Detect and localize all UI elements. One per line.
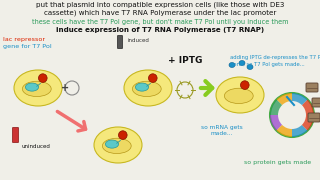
Ellipse shape [124,70,172,106]
Ellipse shape [14,70,62,106]
Circle shape [148,74,157,82]
FancyBboxPatch shape [12,127,19,143]
Wedge shape [292,125,308,137]
Text: these cells have the T7 Pol gene, but don't make T7 Pol until you induce them: these cells have the T7 Pol gene, but do… [32,19,288,25]
Text: so mRNA gets
made...: so mRNA gets made... [201,125,243,136]
Ellipse shape [22,81,51,96]
Ellipse shape [25,83,39,91]
Ellipse shape [229,62,235,68]
Ellipse shape [105,140,119,148]
Text: +: + [61,83,69,93]
Circle shape [38,74,47,82]
Wedge shape [276,125,292,137]
Ellipse shape [102,138,131,154]
Text: uninduced: uninduced [22,144,51,149]
Text: gene, so T7 Pol gets made...: gene, so T7 Pol gets made... [230,62,305,67]
Text: + IPTG: + IPTG [168,56,202,65]
Ellipse shape [247,64,253,69]
Ellipse shape [135,83,148,91]
Wedge shape [270,99,282,115]
Text: adding IPTG de-represses the T7 Pol: adding IPTG de-represses the T7 Pol [230,55,320,60]
Wedge shape [276,93,292,105]
Ellipse shape [239,60,245,66]
FancyArrowPatch shape [201,81,212,95]
FancyBboxPatch shape [312,98,320,107]
Text: put that plasmid into compatible expression cells (like those with DE3: put that plasmid into compatible express… [36,2,284,8]
Text: gene for T7 Pol: gene for T7 Pol [3,44,52,49]
FancyBboxPatch shape [308,113,320,122]
Ellipse shape [132,81,161,96]
Text: cassette) which have T7 RNA Polymerase under the lac promoter: cassette) which have T7 RNA Polymerase u… [44,10,276,17]
FancyBboxPatch shape [306,83,318,92]
Ellipse shape [94,127,142,163]
Wedge shape [292,93,308,105]
Wedge shape [270,115,282,130]
Circle shape [118,131,127,140]
Text: induce expression of T7 RNA Polymerase (T7 RNAP): induce expression of T7 RNA Polymerase (… [56,27,264,33]
Circle shape [241,81,249,89]
FancyArrowPatch shape [57,111,85,131]
Ellipse shape [216,77,264,113]
Text: so protein gets made: so protein gets made [244,160,312,165]
Wedge shape [302,115,314,130]
FancyBboxPatch shape [117,35,123,48]
Text: induced: induced [128,38,150,43]
Text: lac repressor: lac repressor [3,37,45,42]
Ellipse shape [224,88,253,104]
Wedge shape [302,99,314,115]
